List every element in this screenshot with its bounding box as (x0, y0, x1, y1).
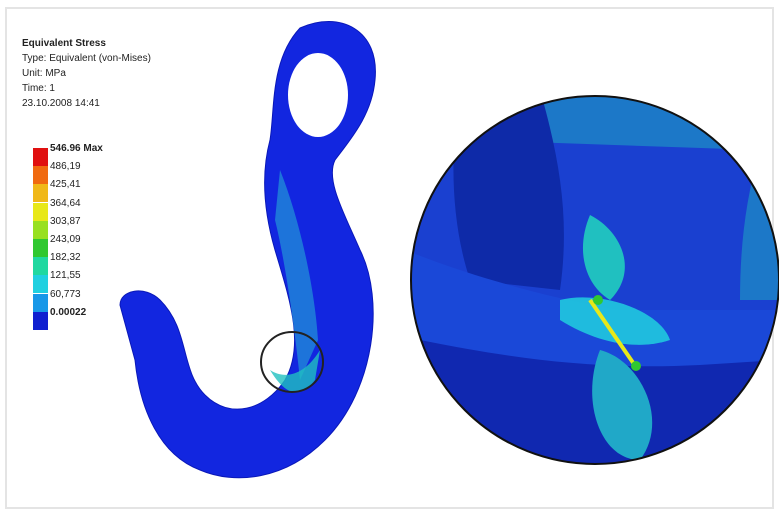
date: 23.10.2008 14:41 (22, 98, 100, 109)
legend-swatch (33, 166, 48, 184)
legend-label: 364,64 (50, 198, 81, 209)
legend-swatch (33, 312, 48, 330)
legend-swatch (33, 257, 48, 275)
legend-label: 0.00022 (50, 307, 86, 318)
legend-swatch (33, 203, 48, 221)
time: Time: 1 (22, 83, 55, 94)
hook-eye (288, 53, 348, 137)
legend-label: 425,41 (50, 179, 81, 190)
type: Type: Equivalent (von-Mises) (22, 53, 151, 64)
legend-swatch (33, 275, 48, 293)
legend-label: 243,09 (50, 234, 81, 245)
screenshot: Equivalent Stress Type: Equivalent (von-… (0, 0, 779, 516)
legend-swatch (33, 148, 48, 166)
legend-label: 546.96 Max (50, 143, 103, 154)
legend-label: 486,19 (50, 161, 81, 172)
legend-swatch (33, 221, 48, 239)
legend-label: 182,32 (50, 252, 81, 263)
legend-label: 60,773 (50, 289, 81, 300)
unit: Unit: MPa (22, 68, 66, 79)
title: Equivalent Stress (22, 38, 106, 49)
legend-swatch (33, 239, 48, 257)
legend-label: 121,55 (50, 270, 81, 281)
fea-view (0, 0, 779, 516)
legend-swatch (33, 184, 48, 202)
legend-label: 303,87 (50, 216, 81, 227)
legend-swatch (33, 294, 48, 312)
